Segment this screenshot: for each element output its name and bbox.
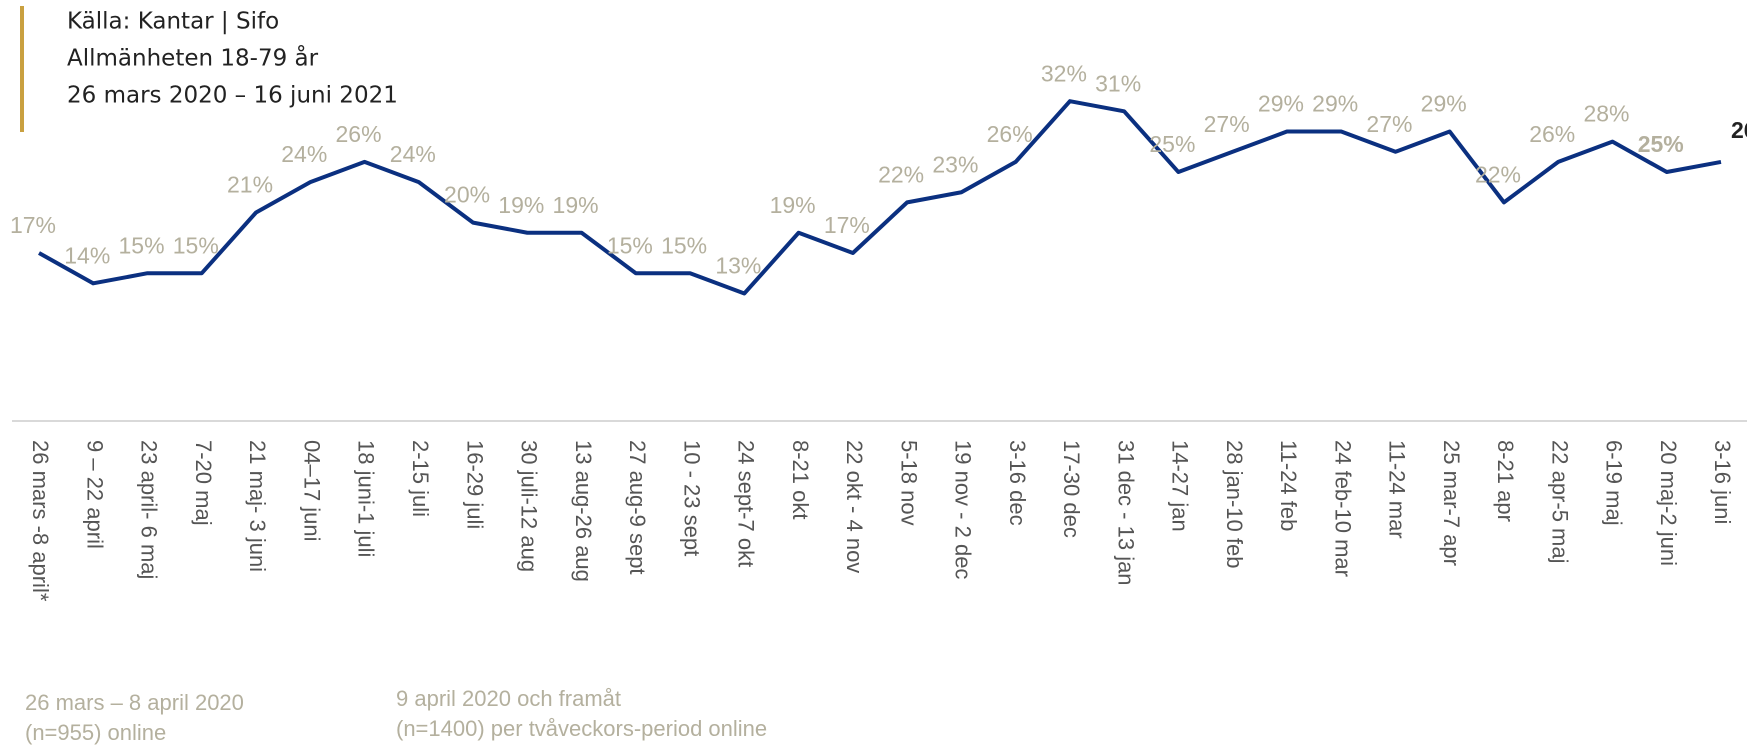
source: 26 mars 2020 – 16 juni 2021 (67, 83, 398, 109)
x-tick-label: 25 mar-7 apr (1439, 440, 1464, 566)
data-label: 31% (1095, 70, 1141, 96)
x-tick-label: 10 - 23 sept (679, 440, 704, 556)
x-tick-label: 6-19 maj (1602, 440, 1627, 526)
x-tick-label: 18 juni-1 juli (354, 440, 379, 557)
note: 26 mars – 8 april 2020 (25, 690, 244, 715)
x-tick-label: 11-24 mar (1385, 440, 1410, 539)
data-label: 22% (1475, 161, 1521, 187)
x-tick-label: 19 nov - 2 dec (951, 440, 976, 579)
source-bar (20, 6, 24, 132)
data-label: 21% (227, 172, 273, 198)
x-tick-label: 7-20 maj (191, 440, 216, 526)
data-label: 19% (553, 192, 599, 218)
data-label: 15% (173, 232, 219, 258)
source: Allmänheten 18-79 år (67, 44, 319, 72)
x-tick-label: 24 sept-7 okt (734, 440, 759, 567)
data-label: 19% (770, 192, 816, 218)
data-label: 29% (1421, 91, 1467, 117)
x-tick-label: 24 feb-10 mar (1330, 440, 1355, 577)
data-label: 26% (336, 121, 382, 147)
x-tick-label: 30 juli-12 aug (517, 440, 542, 572)
data-label: 19% (498, 192, 544, 218)
data-label: 24% (281, 141, 327, 167)
x-tick-label: 9 – 22 april (82, 440, 107, 549)
data-label: 23% (932, 151, 978, 177)
x-tick-label: 3-16 dec (1005, 440, 1030, 526)
note: 9 april 2020 och framåt (396, 686, 621, 711)
x-tick-label: 16-29 juli (462, 440, 487, 529)
data-label: 22% (878, 161, 924, 187)
x-tick-label: 23 april- 6 maj (137, 440, 162, 579)
data-label: 25% (1638, 131, 1684, 157)
x-tick-label: 27 aug-9 sept (625, 440, 650, 575)
x-tick-label: 13 aug-26 aug (571, 440, 596, 582)
note: (n=1400) per tvåveckors-period online (396, 716, 767, 741)
x-tick-label: 22 apr-5 maj (1547, 440, 1572, 564)
x-tick-label: 14-27 jan (1168, 440, 1193, 532)
data-label: 13% (715, 253, 761, 279)
x-tick-label: 11-24 feb (1276, 440, 1301, 531)
x-tick-label: 26 mars -8 april* (28, 440, 53, 602)
data-label: 27% (1204, 111, 1250, 137)
data-label: 14% (64, 242, 110, 268)
data-label: 29% (1312, 91, 1358, 117)
data-label: 15% (661, 232, 707, 258)
x-tick-label: 5-18 nov (896, 440, 921, 526)
x-tick-label: 2-15 juli (408, 440, 433, 517)
data-label: 25% (1149, 131, 1195, 157)
data-label: 27% (1366, 111, 1412, 137)
x-tick-label: 20 maj-2 juni (1656, 440, 1681, 566)
x-tick-label: 8-21 okt (788, 440, 813, 520)
data-label: 26% (1731, 117, 1747, 143)
data-label: 32% (1041, 60, 1087, 86)
data-label: 20% (444, 182, 490, 208)
data-label: 28% (1583, 101, 1629, 127)
source: Källa: Kantar | Sifo (67, 9, 279, 35)
data-label: 15% (607, 232, 653, 258)
x-tick-label: 04–17 juni (299, 440, 324, 542)
data-label: 26% (987, 121, 1033, 147)
x-tick-label: 22 okt - 4 nov (842, 440, 867, 573)
data-label: 15% (118, 232, 164, 258)
data-label: 17% (824, 212, 870, 238)
x-tick-label: 28 jan-10 feb (1222, 440, 1247, 568)
x-tick-label: 3-16 juni (1710, 440, 1735, 524)
note: (n=955) online (25, 720, 166, 745)
data-label: 26% (1529, 121, 1575, 147)
data-label: 17% (10, 212, 56, 238)
data-label: 24% (390, 141, 436, 167)
x-tick-label: 17-30 dec (1059, 440, 1084, 538)
x-tick-label: 21 maj- 3 juni (245, 440, 270, 572)
data-label: 29% (1258, 91, 1304, 117)
line (38, 99, 1722, 296)
x-tick-label: 31 dec - 13 jan (1113, 440, 1138, 586)
x-tick-label: 8-21 apr (1493, 440, 1518, 522)
